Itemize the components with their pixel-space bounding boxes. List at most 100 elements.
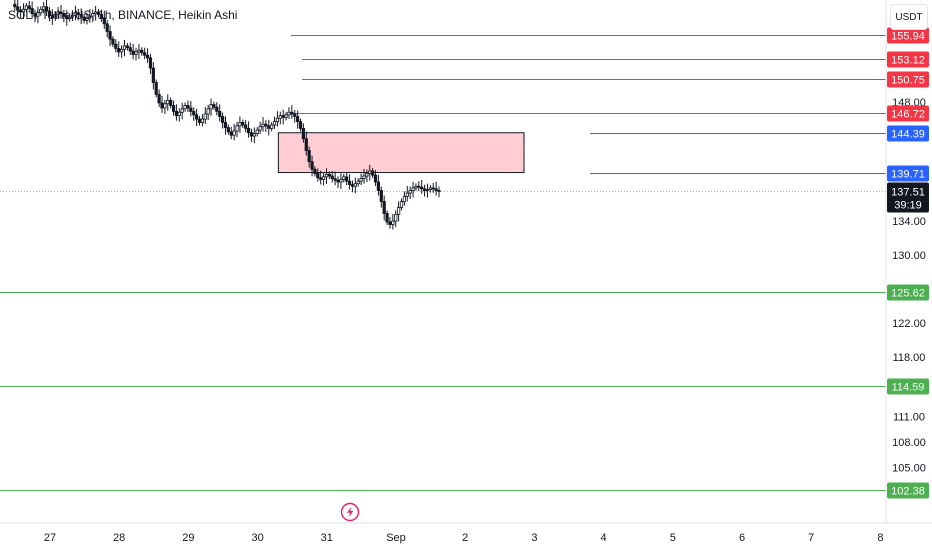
y-tick-label: 111.00 xyxy=(893,412,925,424)
candle-body xyxy=(313,168,317,174)
x-tick-label: 5 xyxy=(670,532,676,544)
candle-body xyxy=(353,183,357,187)
level-badge-label: 155.94 xyxy=(891,31,925,43)
candle-body xyxy=(399,201,404,208)
x-tick-label: 6 xyxy=(739,532,745,544)
candle-body xyxy=(287,111,291,116)
candle-body xyxy=(44,6,49,12)
candle-body xyxy=(258,126,262,131)
candle-body xyxy=(154,82,158,95)
x-tick-label: Sep xyxy=(386,532,406,544)
event-flag-icon[interactable] xyxy=(340,502,360,522)
candle-body xyxy=(405,192,409,197)
candle-body xyxy=(174,111,179,117)
candle-body xyxy=(267,125,271,129)
candle-body xyxy=(388,221,392,225)
candle-body xyxy=(339,179,343,183)
candle-body xyxy=(362,175,366,179)
candle-body xyxy=(434,188,438,191)
candle-body xyxy=(394,213,398,222)
candle-body xyxy=(244,124,248,129)
candle-body xyxy=(177,111,181,117)
x-tick-label: 31 xyxy=(321,532,333,544)
candle-body xyxy=(284,114,288,118)
level-badge xyxy=(887,105,929,122)
candle-body xyxy=(232,130,236,136)
candle-body xyxy=(330,175,334,179)
candle-body xyxy=(189,107,193,112)
candle-body xyxy=(408,190,412,194)
candle-body xyxy=(192,111,196,116)
candle-body xyxy=(411,187,415,191)
candle-body xyxy=(137,49,141,53)
candle-body xyxy=(94,11,98,15)
candle-body xyxy=(356,180,360,185)
candle-body xyxy=(105,23,109,32)
candle-body xyxy=(148,57,153,69)
candle-body xyxy=(163,103,167,109)
candle-body xyxy=(157,93,161,104)
candle-body xyxy=(347,180,352,185)
y-tick-label: 134.00 xyxy=(892,216,926,228)
candle-body xyxy=(428,187,432,191)
candle-body xyxy=(255,129,259,134)
candle-body xyxy=(70,14,75,18)
level-badge xyxy=(887,378,929,395)
candle-body xyxy=(431,187,435,190)
current-price-badge xyxy=(887,182,929,213)
level-badge xyxy=(887,284,929,301)
candles-layer xyxy=(13,0,441,230)
candle-body xyxy=(293,113,297,117)
candle-body xyxy=(171,105,176,112)
candle-body xyxy=(117,48,121,53)
level-badge xyxy=(887,27,929,44)
candle-body xyxy=(379,190,383,202)
level-badge-label: 146.72 xyxy=(891,109,925,121)
candle-body xyxy=(373,174,378,183)
candle-body xyxy=(345,176,349,182)
candle-body xyxy=(272,121,277,126)
candle-body xyxy=(56,11,60,15)
candle-body xyxy=(79,14,83,18)
candle-body xyxy=(50,14,54,19)
level-badge-label: 150.75 xyxy=(891,75,925,87)
candle-body xyxy=(27,5,31,9)
candle-body xyxy=(111,38,115,45)
candle-body xyxy=(218,111,222,117)
candle-body xyxy=(307,150,311,162)
candle-body xyxy=(195,114,199,120)
candle-body xyxy=(249,132,254,137)
candle-body xyxy=(376,181,381,191)
candle-body xyxy=(397,207,401,215)
candle-body xyxy=(420,186,424,190)
x-tick-label: 28 xyxy=(113,532,125,544)
candle-body xyxy=(197,118,202,123)
candle-body xyxy=(131,50,135,55)
candle-body xyxy=(336,179,340,183)
candle-body xyxy=(166,99,170,105)
currency-button[interactable]: USDT xyxy=(890,4,928,30)
candle-body xyxy=(278,115,282,119)
candle-body xyxy=(140,49,144,54)
supply-zone xyxy=(277,132,525,174)
level-badges: 155.94 153.12 150.75 146.72 144.39 139.71 125.… xyxy=(887,27,929,499)
level-badge-label: 139.71 xyxy=(891,169,925,181)
candle-body xyxy=(47,10,52,16)
candle-body xyxy=(414,185,418,189)
candle-body xyxy=(425,189,430,192)
candle-body xyxy=(229,131,233,136)
candle-body xyxy=(246,128,251,134)
candle-body xyxy=(16,6,20,11)
level-badge-label: 153.12 xyxy=(891,55,925,67)
candle-body xyxy=(30,8,34,15)
candle-body xyxy=(270,124,274,129)
level-badge-label: 102.38 xyxy=(891,486,925,498)
candle-body xyxy=(327,173,331,177)
candle-body xyxy=(402,196,406,202)
candle-body xyxy=(145,54,150,59)
candle-body xyxy=(85,17,89,21)
candle-body xyxy=(238,122,242,127)
candle-body xyxy=(108,31,112,40)
candle-body xyxy=(333,178,337,181)
